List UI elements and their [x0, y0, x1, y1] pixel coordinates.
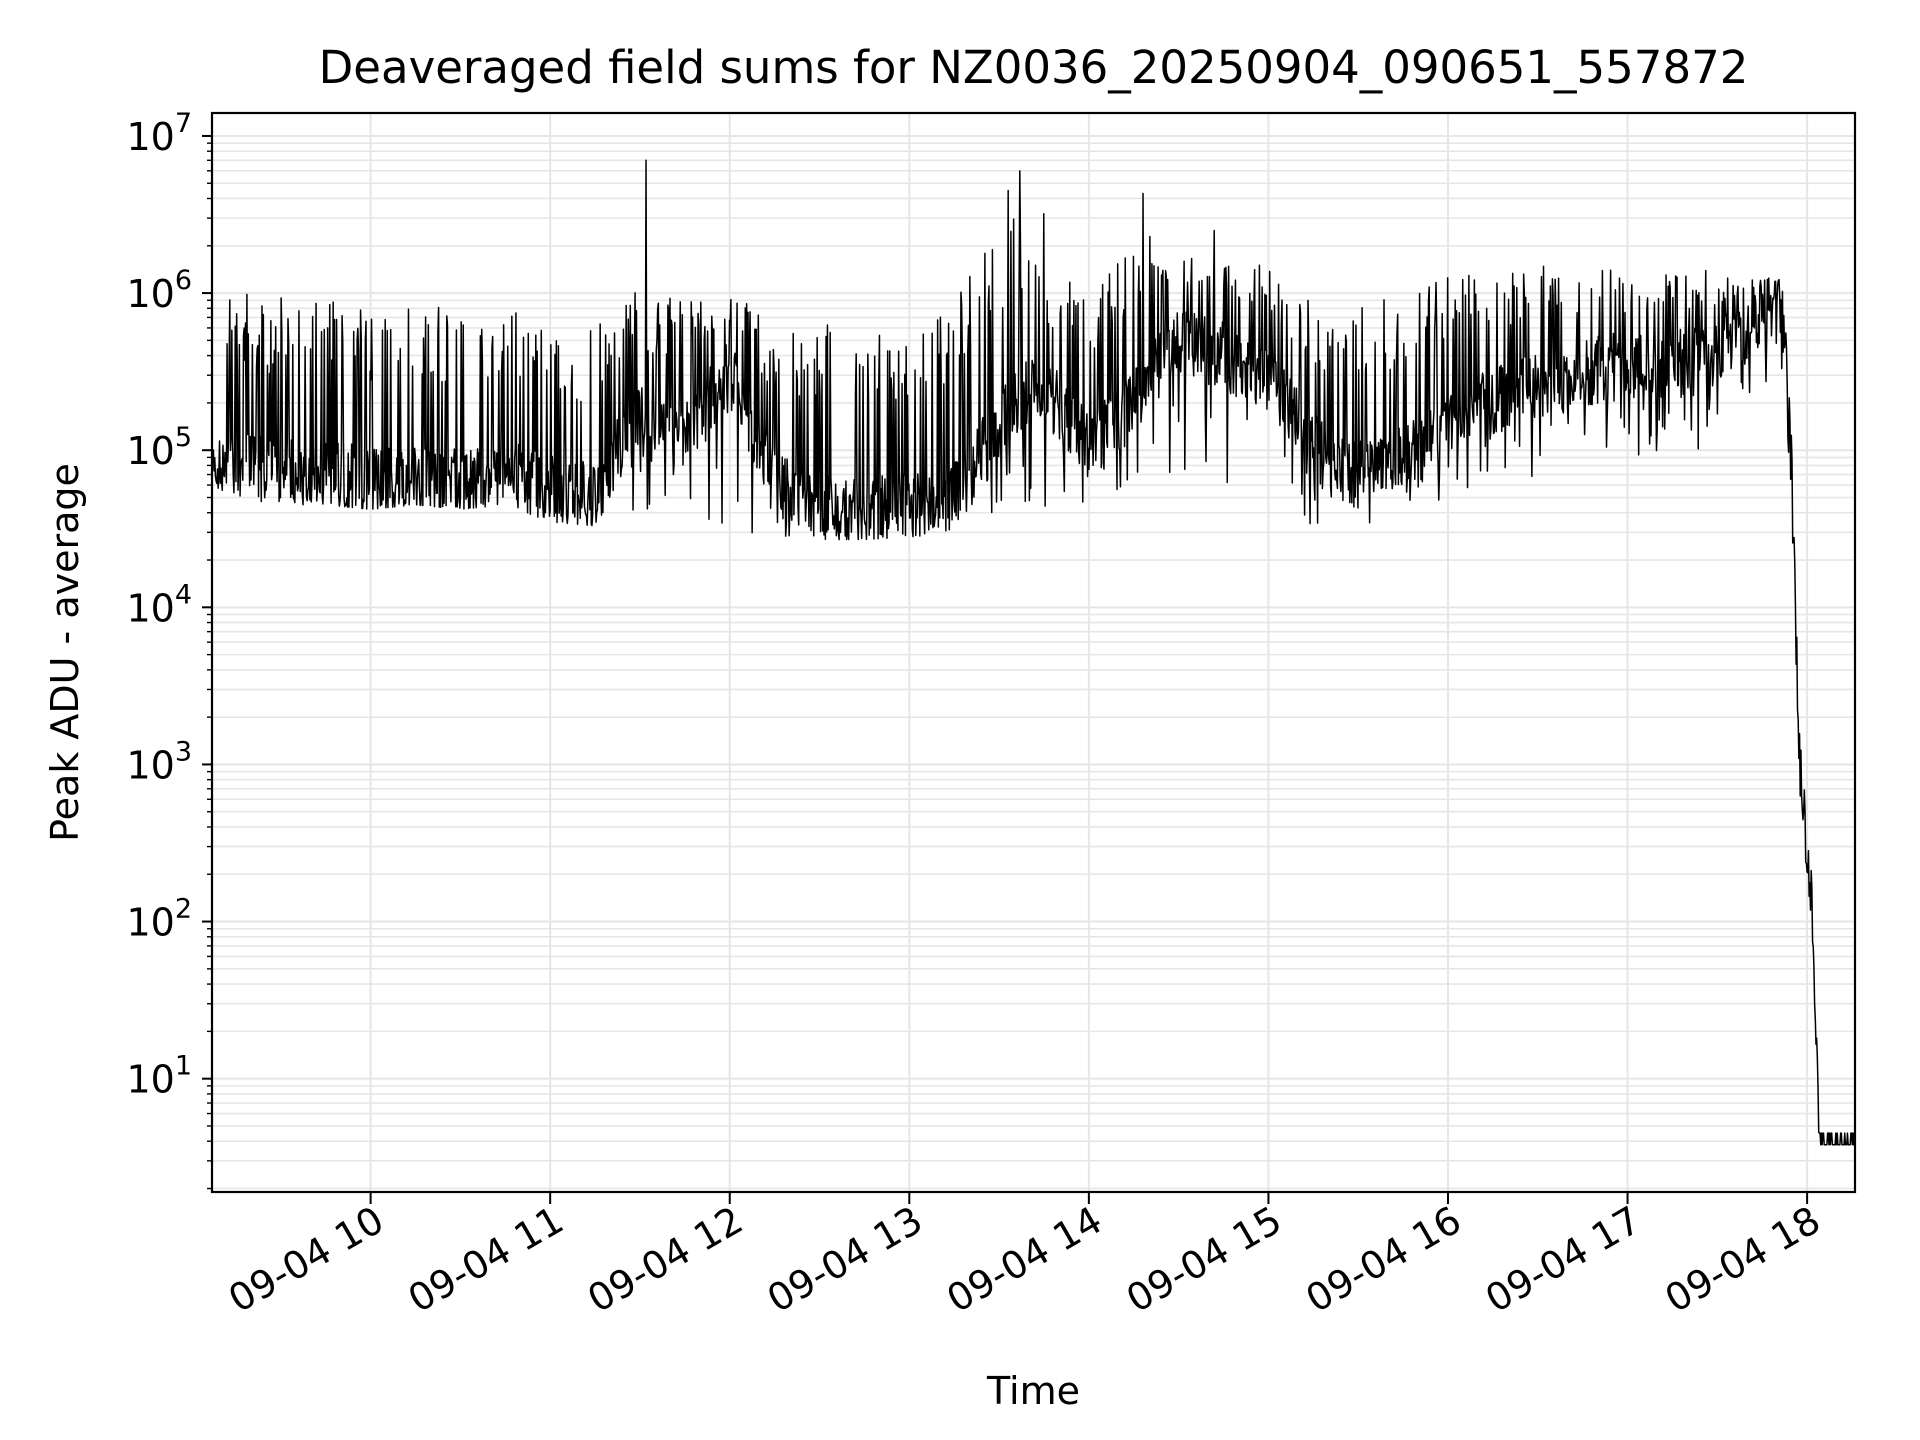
series	[211, 159, 1856, 1146]
y-tick-base: 10	[126, 586, 174, 630]
y-tick-exponent: 5	[175, 422, 192, 453]
y-tick-base: 10	[126, 743, 174, 787]
y-tick-base: 10	[126, 115, 174, 159]
x-tick-label: 09-04 16	[1299, 1198, 1469, 1322]
y-tick-base: 10	[126, 272, 174, 316]
y-tick-base: 10	[126, 1058, 174, 1102]
plot-frame	[210, 111, 1857, 1194]
x-axis-label: Time	[986, 1369, 1080, 1413]
y-tick-label: 101	[126, 1051, 192, 1102]
x-tick-label: 09-04 13	[760, 1198, 930, 1322]
y-tick-base: 10	[126, 429, 174, 473]
y-tick-exponent: 2	[175, 894, 192, 925]
x-tick-label: 09-04 11	[401, 1198, 571, 1322]
x-tick-label: 09-04 18	[1658, 1198, 1828, 1322]
x-tick-label: 09-04 17	[1478, 1198, 1648, 1322]
y-axis-label: Peak ADU - average	[43, 463, 87, 842]
series-line	[211, 159, 1856, 1146]
y-tick-exponent: 6	[175, 265, 192, 296]
x-tick-label: 09-04 12	[580, 1198, 750, 1322]
chart-title: Deaveraged field sums for NZ0036_2025090…	[319, 41, 1749, 94]
x-axis-ticks: 09-04 10 09-04 11 09-04 12 09-04 13 09-04 14…	[221, 1192, 1828, 1322]
y-tick-label: 107	[126, 108, 192, 159]
y-tick-exponent: 3	[175, 736, 192, 767]
y-tick-label: 102	[126, 894, 192, 945]
y-tick-exponent: 1	[175, 1051, 192, 1082]
x-tick-label: 09-04 10	[221, 1198, 391, 1322]
y-tick-exponent: 7	[175, 108, 192, 139]
grid	[212, 113, 1855, 1192]
y-tick-base: 10	[126, 901, 174, 945]
y-tick-label: 105	[126, 422, 192, 473]
y-tick-label: 106	[126, 265, 192, 316]
x-tick-label: 09-04 15	[1119, 1198, 1289, 1322]
y-tick-exponent: 4	[175, 579, 192, 610]
y-tick-label: 104	[126, 579, 192, 630]
x-tick-label: 09-04 14	[939, 1198, 1109, 1322]
y-tick-label: 103	[126, 736, 192, 787]
